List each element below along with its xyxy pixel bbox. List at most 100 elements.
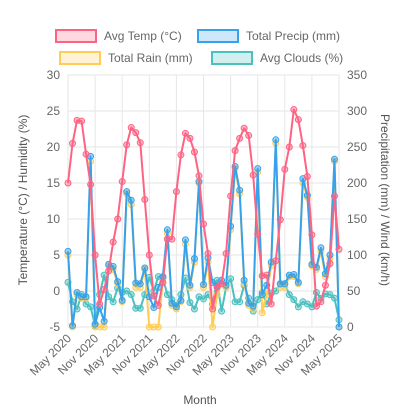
data-point [154, 323, 162, 331]
data-point [177, 151, 185, 159]
y-left-tick-label: 0 [53, 284, 60, 298]
y-left-tick-label: 30 [47, 68, 61, 82]
data-point [272, 136, 280, 144]
data-point [123, 188, 131, 196]
data-point [118, 178, 126, 186]
data-point [87, 180, 95, 188]
data-point [186, 134, 194, 142]
data-point [141, 264, 149, 272]
legend-label: Total Precip (mm) [246, 29, 340, 43]
data-point [272, 257, 280, 265]
data-point [204, 250, 212, 258]
data-point [186, 281, 194, 289]
data-point [290, 270, 298, 278]
data-point [69, 139, 77, 147]
legend: Avg Temp (°C) Total Precip (mm) Total Rain… [55, 29, 343, 65]
series-line [67, 274, 340, 327]
data-point [222, 250, 230, 258]
y-right-tick-label: 250 [347, 140, 367, 154]
data-point [227, 192, 235, 200]
data-point [181, 129, 189, 137]
legend-swatch [55, 29, 97, 43]
data-point [258, 291, 266, 299]
data-point [312, 302, 320, 310]
data-point [299, 142, 307, 150]
data-point [254, 230, 262, 238]
data-point [227, 275, 235, 283]
legend-label: Avg Temp (°C) [104, 29, 182, 43]
data-point [281, 165, 289, 173]
data-point [294, 116, 302, 124]
data-point [195, 172, 203, 180]
data-point [123, 141, 131, 149]
data-point [145, 251, 153, 259]
y-right-tick-label: 350 [347, 68, 367, 82]
data-point [163, 291, 171, 299]
data-point [132, 129, 140, 137]
data-point [249, 171, 257, 179]
data-point [136, 280, 144, 288]
data-point [123, 287, 131, 295]
data-point [218, 280, 226, 288]
y-right-tick-label: 50 [347, 284, 361, 298]
series-line [67, 108, 340, 310]
data-point [109, 238, 117, 246]
data-point [335, 323, 343, 331]
data-point [267, 300, 275, 308]
data-point [254, 296, 262, 304]
legend-swatch [211, 51, 253, 65]
data-point [114, 278, 122, 286]
data-point [150, 292, 158, 300]
y-axis-right-title: Precipitation (mm) / Wind (km/h) [378, 114, 392, 286]
legend-label: Avg Clouds (%) [260, 51, 343, 65]
data-point [100, 317, 108, 325]
data-point [154, 301, 162, 309]
data-point [294, 303, 302, 311]
data-point [281, 280, 289, 288]
data-point [317, 298, 325, 306]
data-point [136, 139, 144, 147]
series-avg-temp-c [64, 106, 343, 313]
legend-item[interactable]: Avg Clouds (%) [211, 51, 343, 65]
data-point [186, 299, 194, 307]
data-point [308, 231, 316, 239]
y-left-tick-label: -5 [49, 320, 60, 334]
data-point [96, 300, 104, 308]
y-left-tick-label: 15 [47, 176, 61, 190]
data-point [172, 303, 180, 311]
y-left-tick-label: 10 [47, 212, 61, 226]
legend-item[interactable]: Total Precip (mm) [197, 29, 340, 43]
data-point [330, 155, 338, 163]
data-point [190, 148, 198, 156]
data-point [181, 236, 189, 244]
legend-item[interactable]: Total Rain (mm) [59, 51, 193, 65]
data-point [218, 307, 226, 315]
data-point [263, 271, 271, 279]
data-point [236, 298, 244, 306]
data-point [317, 244, 325, 252]
data-point [141, 196, 149, 204]
series-layer [64, 106, 343, 331]
data-point [190, 255, 198, 263]
x-axis-title: Month [183, 393, 216, 407]
data-point [78, 117, 86, 125]
data-point [200, 295, 207, 303]
y-right-tick-label: 300 [347, 104, 367, 118]
legend-item[interactable]: Avg Temp (°C) [55, 29, 182, 43]
data-point [285, 291, 293, 299]
data-point [213, 283, 221, 291]
data-point [127, 291, 135, 299]
y-right-tick-label: 0 [347, 320, 354, 334]
data-point [240, 276, 248, 284]
data-point [249, 302, 257, 310]
data-point [326, 260, 334, 268]
data-point [168, 299, 176, 307]
data-point [290, 106, 298, 114]
y-right-tick-label: 200 [347, 176, 367, 190]
legend-label: Total Rain (mm) [108, 51, 193, 65]
data-point [209, 305, 217, 313]
data-point [136, 304, 144, 312]
data-point [231, 147, 239, 155]
